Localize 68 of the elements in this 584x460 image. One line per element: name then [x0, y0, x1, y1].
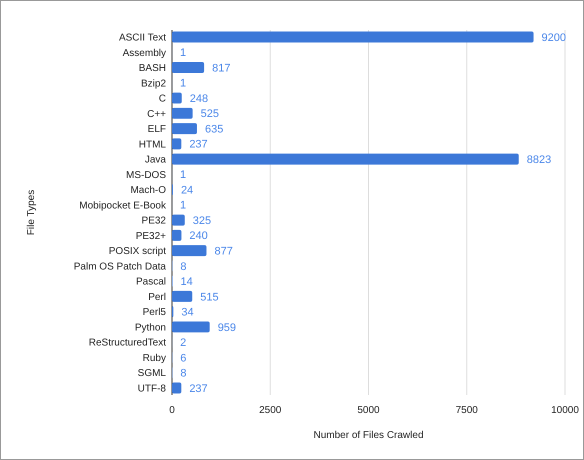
data-label: 8 [180, 368, 186, 380]
y-tick-label: Mach-O [130, 185, 166, 196]
data-label: 635 [204, 123, 224, 136]
y-tick-label: Java [144, 154, 166, 166]
y-tick-label: Perl5 [142, 307, 166, 318]
data-label: 1 [180, 169, 186, 182]
data-label: 6 [180, 352, 186, 364]
y-tick-label: C++ [147, 108, 166, 120]
y-tick-label: PE32+ [136, 230, 166, 242]
bar [172, 108, 193, 119]
x-tick-label: 0 [169, 405, 176, 416]
bar [172, 214, 185, 226]
data-label: 2 [180, 337, 186, 350]
y-tick-label: Bzip2 [140, 78, 166, 90]
data-label: 240 [189, 230, 208, 242]
y-tick-label: BASH [138, 63, 166, 74]
x-tick-label: 10000 [551, 405, 580, 416]
data-label: 525 [200, 108, 219, 120]
data-label: 817 [212, 62, 230, 74]
data-label: 248 [190, 92, 208, 105]
data-label: 325 [192, 214, 212, 227]
y-tick-label: Pascal [136, 276, 166, 288]
bar [172, 123, 197, 134]
y-tick-label: UTF-8 [138, 383, 166, 394]
bar [172, 382, 182, 394]
x-tick-label: 5000 [357, 405, 380, 416]
x-tick-label: 2500 [259, 405, 282, 416]
data-label: 8 [180, 260, 186, 273]
bar [172, 154, 519, 165]
y-tick-label: Perl [148, 292, 166, 303]
bar [172, 290, 192, 302]
data-label: 1 [180, 200, 186, 212]
bar [172, 230, 182, 241]
y-tick-label: Ruby [142, 352, 166, 364]
bar [172, 138, 182, 150]
x-axis-title: Number of Files Crawled [313, 430, 424, 441]
y-axis-title: File Types [26, 190, 37, 236]
y-tick-label: Assembly [122, 48, 166, 59]
bar [172, 32, 534, 43]
y-tick-label: MS-DOS [126, 170, 166, 181]
y-tick-label: Mobipocket E-Book [79, 200, 167, 212]
y-tick-label: ELF [148, 124, 166, 136]
y-tick-label: C [158, 94, 166, 105]
data-label: 877 [214, 246, 233, 258]
data-label: 1 [180, 47, 186, 60]
data-label: 8823 [526, 154, 552, 166]
y-tick-label: ASCII Text [118, 32, 166, 44]
y-tick-label: POSIX script [108, 246, 166, 258]
bar [172, 62, 204, 74]
data-label: 34 [181, 306, 194, 319]
data-label: 959 [218, 322, 236, 334]
bar [172, 92, 182, 104]
x-tick-label: 7500 [456, 405, 478, 416]
data-label: 237 [189, 382, 208, 395]
y-tick-label: ReStructuredText [88, 338, 166, 349]
data-label: 9200 [542, 32, 566, 44]
data-label: 24 [180, 184, 194, 196]
bar [172, 245, 206, 256]
data-label: 515 [200, 291, 219, 304]
y-tick-label: SGML [138, 368, 166, 380]
y-tick-label: PE32 [142, 216, 166, 227]
y-tick-label: Python [134, 322, 166, 334]
y-tick-label: Palm OS Patch Data [74, 261, 166, 272]
data-label: 237 [189, 138, 208, 151]
y-tick-label: HTML [138, 139, 166, 150]
data-label: 1 [180, 78, 186, 90]
data-label: 14 [180, 276, 193, 288]
bar [172, 321, 210, 332]
